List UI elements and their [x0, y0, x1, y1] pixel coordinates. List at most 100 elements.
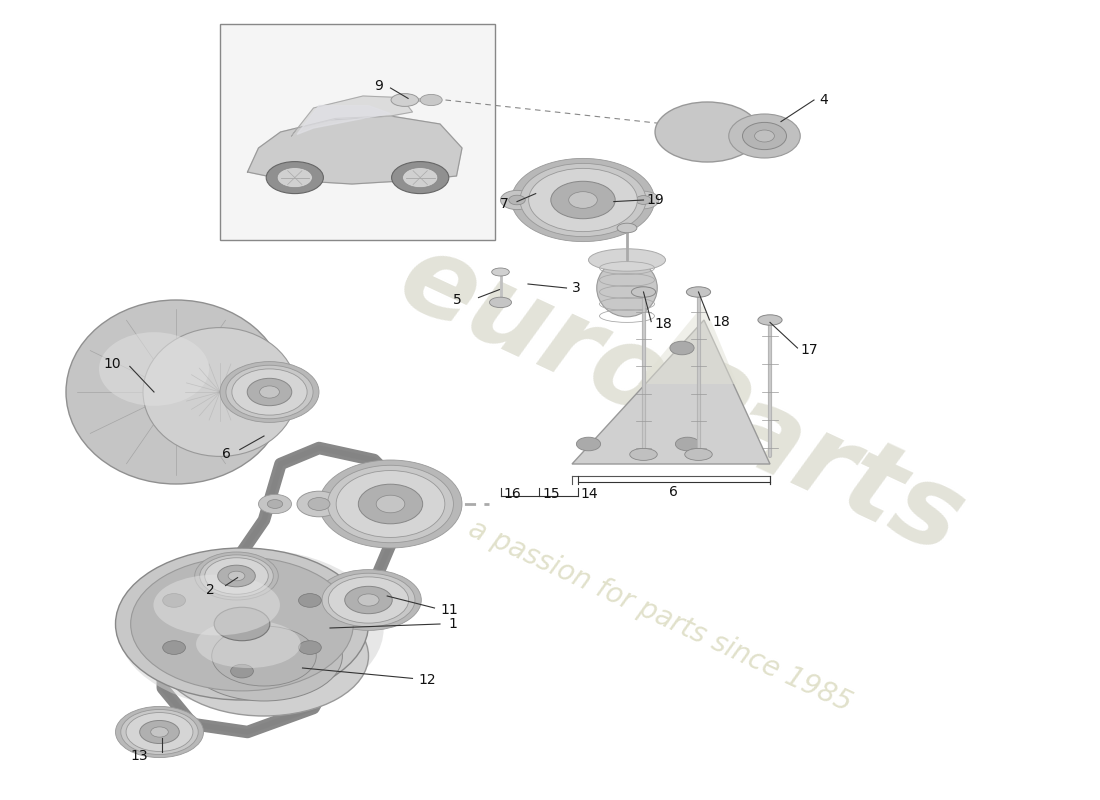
Polygon shape: [292, 96, 412, 136]
Ellipse shape: [628, 191, 659, 209]
Ellipse shape: [118, 549, 384, 709]
Ellipse shape: [617, 223, 637, 233]
Ellipse shape: [218, 565, 255, 587]
Ellipse shape: [403, 168, 438, 188]
Text: 18: 18: [654, 317, 672, 331]
Ellipse shape: [675, 437, 700, 451]
Ellipse shape: [500, 190, 534, 210]
Ellipse shape: [298, 594, 321, 607]
Ellipse shape: [636, 196, 651, 204]
Ellipse shape: [226, 366, 314, 418]
Ellipse shape: [308, 498, 330, 510]
Text: 19: 19: [647, 193, 664, 207]
Ellipse shape: [322, 574, 415, 626]
Ellipse shape: [512, 158, 654, 242]
Ellipse shape: [260, 386, 279, 398]
Ellipse shape: [316, 570, 421, 630]
Ellipse shape: [490, 297, 512, 307]
Polygon shape: [682, 112, 715, 148]
Text: 14: 14: [581, 487, 598, 502]
Ellipse shape: [248, 378, 292, 406]
Ellipse shape: [684, 448, 713, 460]
Ellipse shape: [131, 557, 353, 691]
Ellipse shape: [520, 163, 646, 237]
Ellipse shape: [126, 713, 192, 751]
Ellipse shape: [629, 448, 658, 460]
Ellipse shape: [116, 548, 368, 700]
Ellipse shape: [99, 332, 209, 406]
Ellipse shape: [121, 710, 198, 754]
Text: 1: 1: [449, 617, 458, 631]
Ellipse shape: [569, 192, 597, 208]
Ellipse shape: [670, 341, 694, 355]
Bar: [220, 24, 495, 240]
Ellipse shape: [297, 491, 341, 517]
Ellipse shape: [214, 607, 270, 641]
Text: 5: 5: [453, 293, 462, 307]
Ellipse shape: [298, 641, 321, 654]
Text: 17: 17: [801, 343, 818, 358]
Ellipse shape: [508, 195, 526, 205]
Ellipse shape: [588, 249, 666, 271]
Text: a passion for parts since 1985: a passion for parts since 1985: [464, 514, 856, 718]
Ellipse shape: [151, 727, 168, 737]
Ellipse shape: [359, 484, 422, 524]
Ellipse shape: [755, 130, 774, 142]
Text: 2: 2: [206, 583, 214, 598]
Polygon shape: [248, 116, 462, 184]
Text: 6: 6: [669, 485, 678, 499]
Ellipse shape: [337, 470, 444, 538]
Ellipse shape: [596, 259, 658, 317]
Polygon shape: [638, 304, 737, 384]
Ellipse shape: [376, 495, 405, 513]
Polygon shape: [297, 106, 390, 134]
Ellipse shape: [277, 168, 312, 188]
Ellipse shape: [66, 300, 286, 484]
Ellipse shape: [358, 594, 379, 606]
Ellipse shape: [266, 162, 323, 194]
Ellipse shape: [576, 437, 601, 451]
Text: 18: 18: [713, 315, 730, 330]
Ellipse shape: [200, 555, 273, 597]
Ellipse shape: [231, 664, 253, 678]
Polygon shape: [572, 320, 770, 464]
Text: 4: 4: [820, 93, 828, 107]
Ellipse shape: [631, 286, 656, 298]
Ellipse shape: [160, 596, 368, 716]
Ellipse shape: [492, 268, 509, 276]
Ellipse shape: [267, 499, 283, 509]
Text: 12: 12: [418, 673, 436, 687]
Text: 13: 13: [131, 749, 149, 763]
Text: 11: 11: [440, 602, 458, 617]
Text: 9: 9: [374, 79, 383, 94]
Text: euroParts: euroParts: [384, 223, 980, 577]
Text: 15: 15: [542, 487, 560, 502]
Ellipse shape: [686, 286, 711, 298]
Text: 6: 6: [222, 447, 231, 462]
Ellipse shape: [163, 594, 186, 607]
Ellipse shape: [220, 362, 319, 422]
Ellipse shape: [258, 494, 292, 514]
Ellipse shape: [140, 721, 179, 743]
Text: 3: 3: [572, 281, 581, 295]
Ellipse shape: [656, 102, 760, 162]
Ellipse shape: [163, 641, 186, 654]
Text: 10: 10: [103, 357, 121, 371]
Ellipse shape: [228, 571, 245, 581]
Text: 16: 16: [504, 487, 521, 502]
Ellipse shape: [232, 369, 307, 415]
Ellipse shape: [143, 328, 297, 456]
Ellipse shape: [205, 558, 268, 594]
Ellipse shape: [186, 611, 342, 701]
Ellipse shape: [231, 570, 253, 584]
Ellipse shape: [742, 122, 786, 150]
Ellipse shape: [551, 182, 615, 218]
Ellipse shape: [328, 466, 453, 542]
Ellipse shape: [758, 314, 782, 326]
Ellipse shape: [116, 706, 204, 758]
Ellipse shape: [729, 114, 801, 158]
Ellipse shape: [196, 620, 300, 668]
Text: 7: 7: [499, 197, 508, 211]
Ellipse shape: [392, 94, 418, 106]
Ellipse shape: [211, 626, 317, 686]
